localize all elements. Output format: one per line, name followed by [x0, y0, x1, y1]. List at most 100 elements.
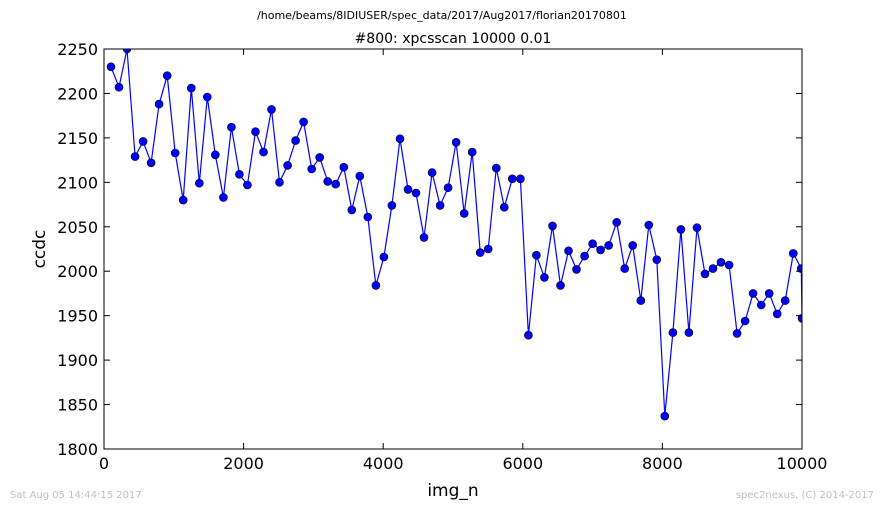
data-point	[219, 193, 228, 202]
y-tick-label: 1800	[57, 440, 98, 459]
data-point	[227, 122, 236, 132]
data-point	[187, 83, 196, 93]
x-tick-label: 8000	[642, 454, 683, 473]
y-tick-label: 1900	[57, 351, 98, 370]
data-point	[548, 221, 557, 231]
data-point	[122, 49, 132, 54]
data-point	[483, 244, 493, 254]
data-point	[724, 260, 734, 270]
data-point	[259, 147, 268, 157]
data-point	[684, 328, 694, 337]
y-tick-label: 2050	[57, 218, 98, 237]
data-point	[740, 316, 750, 326]
data-point	[652, 255, 662, 265]
data-point	[797, 314, 802, 323]
data-point	[692, 223, 702, 232]
data-point	[572, 265, 581, 274]
data-point	[291, 136, 300, 145]
data-point	[427, 168, 437, 177]
footer-credit: spec2nexus, (C) 2014-2017	[736, 490, 874, 501]
data-point	[636, 296, 646, 305]
data-point	[267, 105, 276, 114]
data-point	[339, 162, 349, 172]
data-point	[524, 330, 533, 340]
data-point	[756, 300, 766, 310]
y-tick-label: 2150	[57, 129, 98, 148]
data-point	[307, 164, 317, 174]
path-heading: /home/beams/8IDIUSER/spec_data/2017/Aug2…	[257, 9, 627, 22]
data-point	[660, 411, 670, 421]
data-point	[620, 264, 630, 273]
data-point	[170, 148, 180, 158]
data-point	[451, 138, 461, 147]
data-point	[138, 137, 148, 146]
footer-timestamp: Sat Aug 05 14:44:15 2017	[10, 490, 142, 501]
data-point	[411, 188, 421, 198]
x-axis: 0 2000 4000 6000 8000 10000	[99, 49, 828, 473]
data-point	[532, 250, 541, 260]
data-point	[283, 161, 292, 170]
chart-title: #800: xpcsscan 10000 0.01	[355, 31, 552, 47]
data-point	[299, 117, 308, 127]
x-axis-label: img_n	[427, 481, 478, 501]
data-point	[612, 218, 622, 227]
data-point	[788, 249, 798, 258]
data-point	[459, 209, 469, 218]
data-point	[443, 183, 453, 192]
data-point	[435, 201, 445, 210]
data-point	[556, 281, 565, 290]
data-point	[130, 152, 140, 161]
x-tick-label: 4000	[363, 454, 404, 473]
data-point	[146, 158, 156, 168]
data-point	[507, 174, 517, 184]
data-point	[355, 171, 365, 181]
x-tick-label: 0	[99, 454, 109, 473]
data-point	[596, 245, 605, 255]
data-point	[195, 178, 204, 188]
data-point	[588, 239, 597, 248]
data-point	[748, 289, 758, 298]
y-axis-label: ccdc	[30, 230, 50, 269]
data-point	[371, 281, 381, 290]
data-point	[772, 309, 782, 319]
data-point	[106, 62, 116, 72]
data-point	[379, 252, 389, 262]
data-point	[708, 264, 718, 273]
data-point	[251, 127, 260, 136]
y-tick-label: 1850	[57, 396, 98, 415]
x-tick-label: 10000	[777, 454, 828, 473]
data-point	[580, 251, 589, 261]
data-point	[668, 328, 678, 337]
y-tick-label: 2200	[57, 84, 98, 103]
data-point	[628, 241, 638, 250]
series-line	[110, 49, 802, 417]
data-point	[419, 233, 429, 242]
data-point	[331, 179, 341, 189]
x-tick-label: 2000	[223, 454, 264, 473]
data-point	[716, 257, 726, 267]
data-point	[676, 225, 686, 234]
data-point	[764, 289, 774, 298]
data-point	[323, 177, 333, 186]
data-point	[162, 71, 172, 80]
data-point	[475, 248, 485, 257]
data-point	[516, 174, 525, 184]
data-point	[644, 220, 654, 230]
data-point	[203, 92, 212, 102]
data-point	[154, 99, 164, 109]
plot-area	[106, 49, 802, 421]
data-point	[604, 241, 614, 250]
data-point	[395, 134, 405, 144]
data-point	[114, 82, 124, 92]
data-point	[243, 180, 252, 190]
data-point	[732, 329, 742, 338]
data-point	[499, 202, 509, 212]
data-point	[315, 153, 325, 162]
data-point	[700, 269, 710, 279]
y-tick-label: 2100	[57, 173, 98, 192]
x-tick-label: 6000	[502, 454, 543, 473]
data-point	[467, 147, 477, 157]
data-point	[211, 150, 220, 160]
data-point	[564, 246, 573, 256]
